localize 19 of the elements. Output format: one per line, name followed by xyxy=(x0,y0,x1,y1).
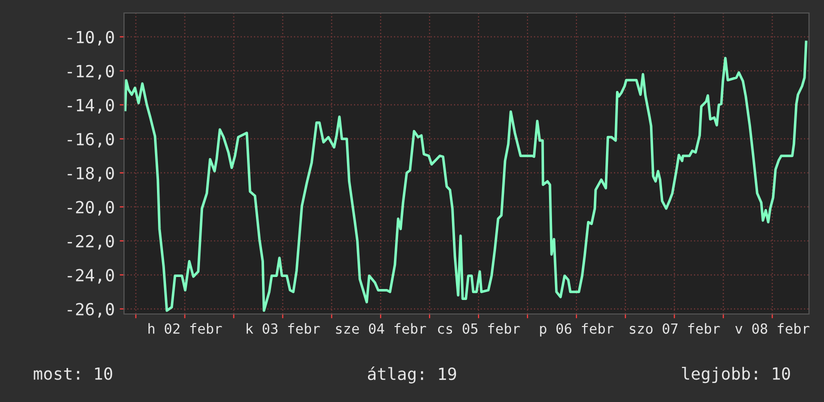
y-tick-label: -16,0 xyxy=(68,132,114,148)
y-tick-label: -18,0 xyxy=(68,166,114,182)
x-tick-label: szo 07 febr xyxy=(630,323,720,334)
x-tick-label: h 02 febr xyxy=(148,323,222,334)
x-tick-label: p 06 febr xyxy=(540,323,614,337)
y-tick-label: -12,0 xyxy=(68,64,114,80)
x-tick-label: k 03 febr xyxy=(246,323,320,334)
y-tick-label: -20,0 xyxy=(68,200,114,216)
x-tick-label: cs 05 febr xyxy=(438,323,520,334)
x-tick-label: sze 04 febr xyxy=(336,323,426,334)
y-tick-label: -26,0 xyxy=(68,302,114,318)
text: legjobb: 10 xyxy=(682,366,790,384)
text: most: 10 xyxy=(34,367,112,380)
y-tick-label: -22,0 xyxy=(68,234,114,250)
y-tick-label: -24,0 xyxy=(68,268,114,284)
y-tick-label: -10,0 xyxy=(68,30,114,46)
text: átlag: 19 xyxy=(368,366,456,384)
y-tick-label: -14,0 xyxy=(68,98,114,114)
x-tick-label: v 08 febr xyxy=(735,323,810,334)
